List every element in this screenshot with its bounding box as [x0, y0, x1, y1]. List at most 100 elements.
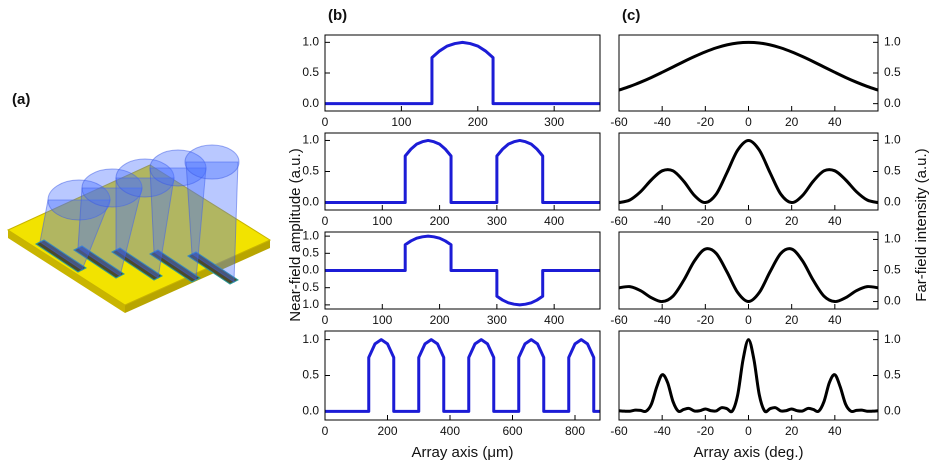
- panel-label: (b): [328, 7, 347, 24]
- panel-label: (c): [622, 7, 640, 24]
- y-axis-label: Far-field intensity (a.u.): [913, 148, 930, 301]
- x-tick-label: -20: [697, 313, 715, 327]
- x-tick-label: -40: [653, 424, 671, 438]
- beam-cone: [47, 179, 111, 221]
- data-line: [619, 40, 878, 92]
- x-tick-label: -20: [697, 115, 715, 129]
- x-tick-label: -60: [610, 115, 628, 129]
- y-tick-label: 0.5: [884, 263, 901, 277]
- x-tick-label: 20: [785, 214, 799, 228]
- y-tick-label: 1.0: [302, 332, 319, 346]
- x-tick-label: 20: [785, 424, 799, 438]
- x-tick-label: -20: [697, 424, 715, 438]
- plot: 0 100 200 300 400 0.0 0.5 1.0: [302, 132, 601, 228]
- x-tick-label: 600: [502, 424, 522, 438]
- beam-cone: [184, 144, 240, 180]
- x-tick-label: 400: [544, 214, 564, 228]
- data-line: [619, 138, 878, 205]
- x-tick-label: -40: [653, 115, 671, 129]
- y-tick-label: 0.5: [302, 368, 319, 382]
- y-tick-label: 1.0: [884, 232, 901, 246]
- y-tick-label: 0.0: [884, 404, 901, 418]
- x-tick-label: 20: [785, 115, 799, 129]
- x-tick-label: -60: [610, 424, 628, 438]
- plot-frame: [324, 231, 601, 310]
- x-tick-label: 40: [828, 424, 842, 438]
- data-line: [325, 338, 600, 413]
- y-tick-label: 1.0: [302, 133, 319, 147]
- y-tick-label: 1.0: [884, 332, 901, 346]
- y-tick-label: 0.0: [884, 96, 901, 110]
- plot-frame: [618, 231, 879, 310]
- y-tick-label: 0.5: [302, 65, 319, 79]
- data-line: [325, 40, 600, 106]
- plot-frame: [324, 330, 601, 421]
- x-tick-label: 400: [440, 424, 460, 438]
- x-tick-label: 300: [487, 214, 507, 228]
- x-tick-label: 100: [391, 115, 411, 129]
- y-tick-label: 0.0: [302, 96, 319, 110]
- y-tick-label: 0.5: [884, 368, 901, 382]
- x-tick-label: -60: [610, 313, 628, 327]
- x-tick-label: 800: [565, 424, 585, 438]
- data-line: [325, 234, 600, 307]
- x-tick-label: 200: [430, 214, 450, 228]
- x-tick-label: -40: [653, 313, 671, 327]
- plot-frame: [324, 34, 601, 112]
- y-tick-label: 1.0: [884, 35, 901, 49]
- y-tick-label: 1.0: [302, 35, 319, 49]
- plot: 0 200 400 600 800 0.0 0.5 1.0 Array axis (μm): [302, 330, 601, 461]
- plot-frame: [324, 132, 601, 211]
- beam-cone: [149, 149, 207, 187]
- plot-frame: [618, 132, 879, 211]
- y-tick-label: 1.0: [302, 297, 319, 311]
- x-tick-label: 400: [544, 313, 564, 327]
- x-tick-label: 0: [745, 214, 752, 228]
- x-tick-label: 40: [828, 214, 842, 228]
- x-tick-label: 0: [322, 115, 329, 129]
- y-axis-label: Near-field amplitude (a.u.): [287, 148, 304, 321]
- y-tick-label: 0.0: [302, 404, 319, 418]
- plot: -60 -40 -20 0 20 40 0.0 0.5 1.0: [610, 132, 901, 228]
- x-tick-label: 300: [544, 115, 564, 129]
- data-line: [619, 338, 878, 414]
- beam-cone: [185, 161, 239, 283]
- plot: 0 100 200 300 400 1.0 0.5 0.0 0.5 1.0: [302, 228, 601, 327]
- y-tick-label: 1.0: [884, 133, 901, 147]
- plot: -60 -40 -20 0 20 40 0.0 0.5 1.0: [610, 231, 901, 327]
- y-tick-label: 0.5: [884, 164, 901, 178]
- x-tick-label: 40: [828, 115, 842, 129]
- data-line: [325, 138, 600, 205]
- x-tick-label: 200: [377, 424, 397, 438]
- x-tick-label: 0: [322, 214, 329, 228]
- plot: 0 100 200 300 0.0 0.5 1.0: [302, 34, 601, 129]
- x-tick-label: 300: [487, 313, 507, 327]
- x-tick-label: 100: [372, 313, 392, 327]
- x-tick-label: 200: [430, 313, 450, 327]
- x-tick-label: 20: [785, 313, 799, 327]
- x-axis-label: Array axis (deg.): [693, 444, 803, 461]
- x-tick-label: -20: [697, 214, 715, 228]
- plot-frame: [618, 34, 879, 112]
- x-tick-label: 0: [322, 313, 329, 327]
- x-tick-label: 0: [322, 424, 329, 438]
- y-tick-label: 0.0: [884, 294, 901, 308]
- panel-label: (a): [12, 91, 30, 108]
- x-tick-label: 100: [372, 214, 392, 228]
- plot: -60 -40 -20 0 20 40 0.0 0.5 1.0: [610, 34, 901, 129]
- substrate-edge: [8, 230, 125, 313]
- x-axis-label: Array axis (μm): [412, 444, 514, 461]
- x-tick-label: 0: [745, 424, 752, 438]
- y-tick-label: 0.0: [302, 195, 319, 209]
- plot: -60 -40 -20 0 20 40 0.0 0.5 1.0 Array axis (deg.): [610, 330, 901, 461]
- x-tick-label: 200: [468, 115, 488, 129]
- y-tick-label: 1.0: [302, 228, 319, 242]
- x-tick-label: -40: [653, 214, 671, 228]
- y-tick-label: 0.0: [884, 195, 901, 209]
- x-tick-label: 0: [745, 115, 752, 129]
- y-tick-label: 0.5: [302, 164, 319, 178]
- y-tick-label: 0.5: [302, 245, 319, 259]
- plot-frame: [618, 330, 879, 421]
